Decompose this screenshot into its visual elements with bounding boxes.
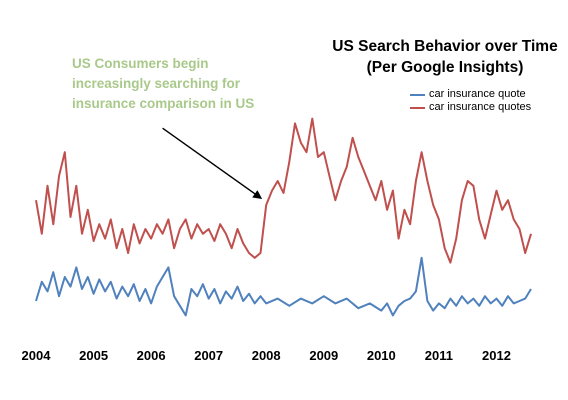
legend-swatch-quote [410,93,425,96]
chart-title-block: US Search Behavior over Time (Per Google… [330,36,560,78]
chart-subtitle: (Per Google Insights) [366,59,524,76]
x-tick-label: 2005 [79,348,109,363]
series-line-car-insurance-quote [35,256,532,317]
x-tick-label: 2006 [136,348,166,363]
legend-swatch-quotes [410,106,425,109]
x-tick-label: 2012 [482,348,511,363]
x-tick-label: 2004 [21,348,51,363]
legend-item-quote: car insurance quote [410,88,531,101]
x-tick-label: 2009 [309,348,339,363]
chart-title: US Search Behavior over Time [332,38,558,55]
series-layer [35,117,532,317]
legend-label-quote: car insurance quote [429,88,526,100]
legend-item-quotes: car insurance quotes [410,101,531,114]
x-tick-label: 2010 [366,348,396,363]
annotation-text: US Consumers begin increasingly searchin… [72,56,255,111]
x-tick-label: 2008 [251,348,281,363]
x-tick-label: 2007 [194,348,224,363]
legend: car insurance quote car insurance quotes [410,88,531,114]
x-tick-label: 2011 [424,348,453,363]
annotation-arrow [162,127,263,199]
series-line-car-insurance-quotes [35,117,532,264]
legend-label-quotes: car insurance quotes [429,101,532,113]
